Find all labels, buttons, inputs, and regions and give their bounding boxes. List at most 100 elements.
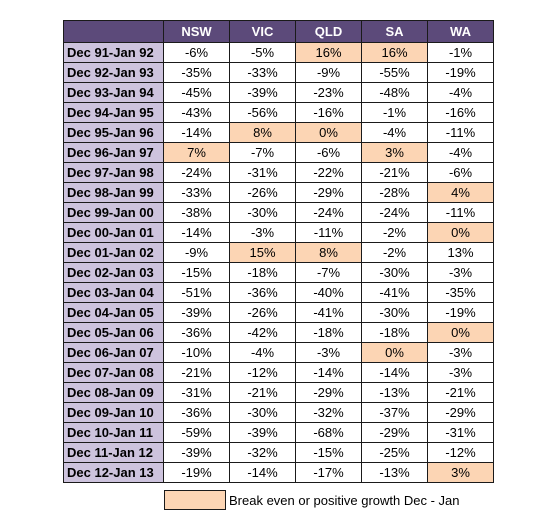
value-cell: -23% <box>295 82 362 103</box>
value-cell: -41% <box>361 282 428 303</box>
value-cell: -30% <box>361 302 428 323</box>
table-row: Dec 96-Jan 97 7% -7% -6% 3% -4% <box>63 142 494 163</box>
value-cell: -36% <box>163 322 230 343</box>
value-cell: 0% <box>295 122 362 143</box>
value-cell: -51% <box>163 282 230 303</box>
column-header-wa: WA <box>427 20 494 43</box>
value-cell: -32% <box>229 442 296 463</box>
value-cell: -21% <box>361 162 428 183</box>
row-label: Dec 10-Jan 11 <box>63 422 164 443</box>
value-cell: -10% <box>163 342 230 363</box>
column-header-sa: SA <box>361 20 428 43</box>
legend: Break even or positive growth Dec - Jan <box>164 490 460 510</box>
value-cell: -6% <box>163 42 230 63</box>
value-cell: -18% <box>361 322 428 343</box>
value-cell: -30% <box>229 202 296 223</box>
row-label: Dec 03-Jan 04 <box>63 282 164 303</box>
value-cell: 0% <box>361 342 428 363</box>
value-cell: -15% <box>163 262 230 283</box>
value-cell: -18% <box>295 322 362 343</box>
value-cell: -39% <box>229 82 296 103</box>
value-cell: -3% <box>427 342 494 363</box>
table-row: Dec 06-Jan 07 -10% -4% -3% 0% -3% <box>63 342 494 363</box>
value-cell: -3% <box>229 222 296 243</box>
value-cell: -33% <box>163 182 230 203</box>
value-cell: 3% <box>427 462 494 483</box>
value-cell: -42% <box>229 322 296 343</box>
value-cell: -41% <box>295 302 362 323</box>
table-row: Dec 11-Jan 12 -39% -32% -15% -25% -12% <box>63 442 494 463</box>
value-cell: -14% <box>295 362 362 383</box>
table-row: Dec 05-Jan 06 -36% -42% -18% -18% 0% <box>63 322 494 343</box>
value-cell: -56% <box>229 102 296 123</box>
table-row: Dec 10-Jan 11 -59% -39% -68% -29% -31% <box>63 422 494 443</box>
column-header-vic: VIC <box>229 20 296 43</box>
table-row: Dec 94-Jan 95 -43% -56% -16% -1% -16% <box>63 102 494 123</box>
value-cell: -45% <box>163 82 230 103</box>
legend-swatch <box>164 490 226 510</box>
value-cell: -29% <box>295 382 362 403</box>
row-label: Dec 09-Jan 10 <box>63 402 164 423</box>
value-cell: -12% <box>427 442 494 463</box>
value-cell: -29% <box>427 402 494 423</box>
row-label: Dec 12-Jan 13 <box>63 462 164 483</box>
value-cell: -35% <box>163 62 230 83</box>
value-cell: -12% <box>229 362 296 383</box>
value-cell: -31% <box>229 162 296 183</box>
value-cell: -14% <box>229 462 296 483</box>
row-label: Dec 97-Jan 98 <box>63 162 164 183</box>
value-cell: -1% <box>361 102 428 123</box>
table-row: Dec 08-Jan 09 -31% -21% -29% -13% -21% <box>63 382 494 403</box>
table-body: Dec 91-Jan 92 -6% -5% 16% 16% -1% Dec 92-Jan 9… <box>63 42 494 483</box>
value-cell: -30% <box>361 262 428 283</box>
value-cell: 4% <box>427 182 494 203</box>
table-row: Dec 91-Jan 92 -6% -5% 16% 16% -1% <box>63 42 494 63</box>
value-cell: -68% <box>295 422 362 443</box>
row-label: Dec 96-Jan 97 <box>63 142 164 163</box>
value-cell: 16% <box>361 42 428 63</box>
value-cell: -29% <box>361 422 428 443</box>
value-cell: -4% <box>427 142 494 163</box>
value-cell: -31% <box>163 382 230 403</box>
value-cell: -9% <box>163 242 230 263</box>
value-cell: -16% <box>427 102 494 123</box>
value-cell: -3% <box>295 342 362 363</box>
value-cell: -19% <box>427 62 494 83</box>
row-label: Dec 07-Jan 08 <box>63 362 164 383</box>
value-cell: -1% <box>427 42 494 63</box>
value-cell: -30% <box>229 402 296 423</box>
value-cell: -14% <box>163 222 230 243</box>
value-cell: -13% <box>361 382 428 403</box>
value-cell: -59% <box>163 422 230 443</box>
value-cell: -17% <box>295 462 362 483</box>
value-cell: -24% <box>163 162 230 183</box>
value-cell: -26% <box>229 302 296 323</box>
value-cell: -21% <box>229 382 296 403</box>
value-cell: -29% <box>295 182 362 203</box>
value-cell: -4% <box>427 82 494 103</box>
value-cell: -36% <box>229 282 296 303</box>
value-cell: -21% <box>427 382 494 403</box>
value-cell: -18% <box>229 262 296 283</box>
table-row: Dec 99-Jan 00 -38% -30% -24% -24% -11% <box>63 202 494 223</box>
value-cell: -13% <box>361 462 428 483</box>
value-cell: -39% <box>229 422 296 443</box>
value-cell: 0% <box>427 322 494 343</box>
value-cell: -40% <box>295 282 362 303</box>
table-row: Dec 95-Jan 96 -14% 8% 0% -4% -11% <box>63 122 494 143</box>
row-label: Dec 04-Jan 05 <box>63 302 164 323</box>
value-cell: -4% <box>229 342 296 363</box>
value-cell: -11% <box>295 222 362 243</box>
row-label: Dec 08-Jan 09 <box>63 382 164 403</box>
value-cell: -39% <box>163 442 230 463</box>
value-cell: 16% <box>295 42 362 63</box>
table-row: Dec 09-Jan 10 -36% -30% -32% -37% -29% <box>63 402 494 423</box>
value-cell: 15% <box>229 242 296 263</box>
value-cell: -11% <box>427 122 494 143</box>
row-label: Dec 95-Jan 96 <box>63 122 164 143</box>
value-cell: -37% <box>361 402 428 423</box>
value-cell: -24% <box>295 202 362 223</box>
table-row: Dec 98-Jan 99 -33% -26% -29% -28% 4% <box>63 182 494 203</box>
value-cell: -15% <box>295 442 362 463</box>
table-row: Dec 97-Jan 98 -24% -31% -22% -21% -6% <box>63 162 494 183</box>
